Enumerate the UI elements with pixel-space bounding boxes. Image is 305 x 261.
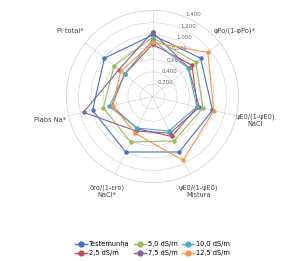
Legend: Testemunha, 2,5 dS/m, 5,0 dS/m, 7,5 dS/m, 10,0 dS/m, 12,5 dS/m: Testemunha, 2,5 dS/m, 5,0 dS/m, 7,5 dS/m… (74, 240, 231, 258)
